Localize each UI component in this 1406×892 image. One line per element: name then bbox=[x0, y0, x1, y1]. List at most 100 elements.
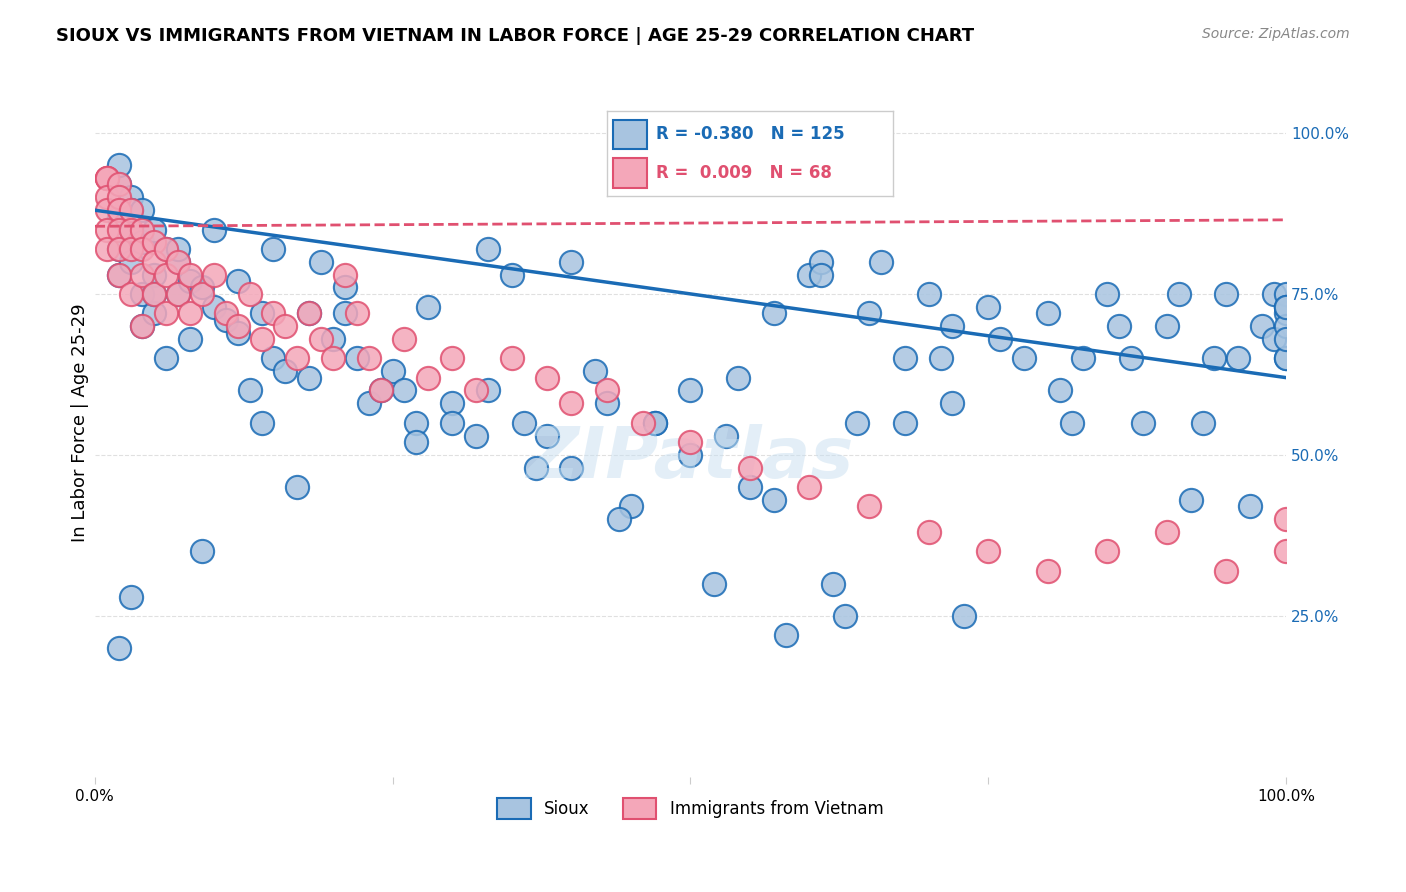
Sioux bbox=[370, 384, 392, 398]
Sioux bbox=[131, 319, 153, 334]
Sioux bbox=[703, 576, 725, 591]
Immigrants from Vietnam bbox=[107, 222, 129, 236]
Sioux bbox=[333, 280, 356, 294]
Sioux bbox=[226, 274, 249, 288]
Sioux bbox=[274, 364, 297, 378]
Immigrants from Vietnam bbox=[858, 500, 880, 514]
Sioux bbox=[250, 416, 273, 430]
Sioux bbox=[1097, 286, 1119, 301]
Sioux bbox=[131, 235, 153, 250]
Immigrants from Vietnam bbox=[1036, 564, 1059, 578]
Sioux bbox=[107, 210, 129, 224]
Sioux bbox=[1215, 286, 1237, 301]
Sioux bbox=[1263, 286, 1285, 301]
Sioux bbox=[263, 351, 285, 366]
Immigrants from Vietnam bbox=[799, 480, 821, 494]
Immigrants from Vietnam bbox=[143, 235, 166, 250]
Sioux bbox=[1073, 351, 1095, 366]
Text: SIOUX VS IMMIGRANTS FROM VIETNAM IN LABOR FORCE | AGE 25-29 CORRELATION CHART: SIOUX VS IMMIGRANTS FROM VIETNAM IN LABO… bbox=[56, 27, 974, 45]
Immigrants from Vietnam bbox=[285, 351, 308, 366]
Sioux bbox=[988, 332, 1011, 346]
Sioux bbox=[1275, 351, 1298, 366]
Sioux bbox=[131, 203, 153, 218]
Sioux bbox=[285, 480, 308, 494]
Sioux bbox=[107, 178, 129, 192]
Immigrants from Vietnam bbox=[631, 416, 654, 430]
Sioux bbox=[1275, 306, 1298, 320]
Immigrants from Vietnam bbox=[96, 190, 118, 204]
Sioux bbox=[465, 428, 488, 442]
Sioux bbox=[1060, 416, 1083, 430]
Sioux bbox=[1227, 351, 1250, 366]
Immigrants from Vietnam bbox=[274, 319, 297, 334]
Sioux bbox=[107, 242, 129, 256]
Immigrants from Vietnam bbox=[394, 332, 416, 346]
Sioux bbox=[1275, 300, 1298, 314]
Sioux bbox=[644, 416, 666, 430]
Immigrants from Vietnam bbox=[131, 222, 153, 236]
Immigrants from Vietnam bbox=[560, 396, 582, 410]
Sioux bbox=[1119, 351, 1142, 366]
Sioux bbox=[167, 286, 190, 301]
Sioux bbox=[333, 306, 356, 320]
Sioux bbox=[894, 351, 917, 366]
Sioux bbox=[596, 396, 619, 410]
Sioux bbox=[1263, 332, 1285, 346]
Sioux bbox=[120, 254, 142, 268]
Sioux bbox=[143, 268, 166, 282]
Immigrants from Vietnam bbox=[107, 203, 129, 218]
Immigrants from Vietnam bbox=[357, 351, 380, 366]
Sioux bbox=[501, 268, 523, 282]
Sioux bbox=[309, 254, 332, 268]
Sioux bbox=[1036, 306, 1059, 320]
Sioux bbox=[1204, 351, 1226, 366]
Immigrants from Vietnam bbox=[191, 286, 214, 301]
Text: Source: ZipAtlas.com: Source: ZipAtlas.com bbox=[1202, 27, 1350, 41]
Immigrants from Vietnam bbox=[536, 370, 558, 384]
Sioux bbox=[583, 364, 606, 378]
Immigrants from Vietnam bbox=[346, 306, 368, 320]
Immigrants from Vietnam bbox=[131, 319, 153, 334]
Sioux bbox=[179, 332, 201, 346]
Y-axis label: In Labor Force | Age 25-29: In Labor Force | Age 25-29 bbox=[72, 303, 89, 542]
Sioux bbox=[143, 306, 166, 320]
Sioux bbox=[536, 428, 558, 442]
Immigrants from Vietnam bbox=[1156, 525, 1178, 540]
Immigrants from Vietnam bbox=[167, 286, 190, 301]
Immigrants from Vietnam bbox=[107, 178, 129, 192]
Immigrants from Vietnam bbox=[96, 242, 118, 256]
Immigrants from Vietnam bbox=[1215, 564, 1237, 578]
Sioux bbox=[738, 480, 761, 494]
Immigrants from Vietnam bbox=[131, 268, 153, 282]
Immigrants from Vietnam bbox=[679, 435, 702, 450]
Immigrants from Vietnam bbox=[131, 242, 153, 256]
Sioux bbox=[560, 254, 582, 268]
Sioux bbox=[357, 396, 380, 410]
Sioux bbox=[846, 416, 869, 430]
Immigrants from Vietnam bbox=[418, 370, 440, 384]
Sioux bbox=[346, 351, 368, 366]
Sioux bbox=[477, 384, 499, 398]
Sioux bbox=[1108, 319, 1130, 334]
Immigrants from Vietnam bbox=[215, 306, 238, 320]
Sioux bbox=[167, 242, 190, 256]
Sioux bbox=[607, 512, 630, 526]
Sioux bbox=[120, 590, 142, 604]
Immigrants from Vietnam bbox=[143, 286, 166, 301]
Immigrants from Vietnam bbox=[96, 171, 118, 186]
Sioux bbox=[870, 254, 893, 268]
Immigrants from Vietnam bbox=[107, 190, 129, 204]
Immigrants from Vietnam bbox=[1275, 544, 1298, 558]
Immigrants from Vietnam bbox=[465, 384, 488, 398]
Immigrants from Vietnam bbox=[120, 222, 142, 236]
Immigrants from Vietnam bbox=[596, 384, 619, 398]
Immigrants from Vietnam bbox=[298, 306, 321, 320]
Immigrants from Vietnam bbox=[250, 332, 273, 346]
Sioux bbox=[405, 416, 427, 430]
Immigrants from Vietnam bbox=[977, 544, 1000, 558]
Immigrants from Vietnam bbox=[120, 286, 142, 301]
Sioux bbox=[799, 268, 821, 282]
Sioux bbox=[215, 312, 238, 326]
Immigrants from Vietnam bbox=[501, 351, 523, 366]
Sioux bbox=[810, 268, 832, 282]
